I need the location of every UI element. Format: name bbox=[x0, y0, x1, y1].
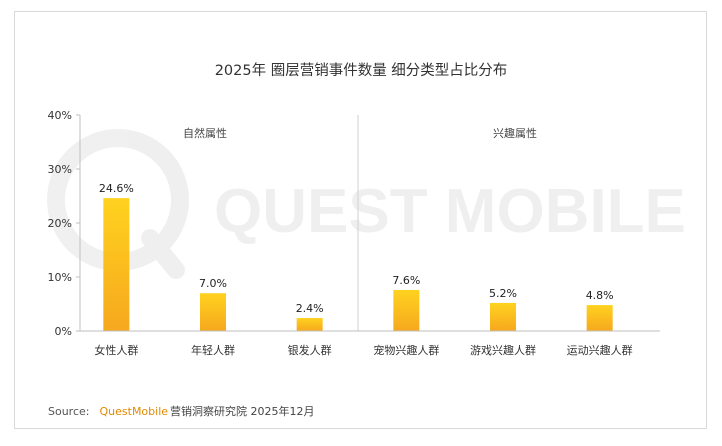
bar bbox=[586, 305, 613, 331]
bars: 24.6% 7.0% 2.4% 7.6% 5.2% 4.8% bbox=[99, 182, 614, 331]
category-label: 运动兴趣人群 bbox=[567, 343, 633, 357]
bar-value-label: 2.4% bbox=[296, 302, 324, 315]
category-label: 年轻人群 bbox=[191, 343, 235, 357]
group-label: 自然属性 bbox=[183, 126, 227, 140]
bar-value-label: 5.2% bbox=[489, 287, 517, 300]
source-note: Source: QuestMobile 营销洞察研究院 2025年12月 bbox=[48, 403, 315, 419]
chart-title: 2025年 圈层营销事件数量 细分类型占比分布 bbox=[215, 62, 508, 79]
y-axis: 0% 10% 20% 30% 40% bbox=[48, 109, 81, 338]
bar bbox=[490, 302, 516, 331]
bar-value-label: 24.6% bbox=[99, 182, 134, 195]
watermark-text: QUEST MOBILE bbox=[214, 177, 686, 246]
x-axis: 女性人群 年轻人群 银发人群 宠物兴趣人群 游戏兴趣人群 运动兴趣人群 bbox=[80, 330, 660, 357]
bar bbox=[200, 293, 226, 331]
chart-frame bbox=[14, 11, 707, 429]
category-label: 银发人群 bbox=[288, 343, 332, 357]
bar-value-label: 7.6% bbox=[392, 274, 420, 287]
category-label: 宠物兴趣人群 bbox=[373, 343, 439, 357]
bar bbox=[296, 318, 323, 331]
category-label: 游戏兴趣人群 bbox=[470, 343, 536, 357]
bar bbox=[103, 198, 130, 331]
category-groups: 自然属性 兴趣属性 bbox=[183, 115, 537, 331]
y-tick-label: 0% bbox=[55, 325, 72, 338]
y-tick-label: 30% bbox=[48, 163, 72, 176]
y-tick-label: 10% bbox=[48, 271, 72, 284]
source-prefix: Source: bbox=[48, 405, 90, 418]
bar-value-label: 4.8% bbox=[586, 289, 614, 302]
group-label: 兴趣属性 bbox=[493, 126, 537, 140]
category-label: 女性人群 bbox=[94, 343, 138, 357]
watermark: QUEST MOBILE bbox=[47, 129, 686, 279]
bar-value-label: 7.0% bbox=[199, 277, 227, 290]
y-tick-label: 20% bbox=[48, 217, 72, 230]
source-rest: 营销洞察研究院 2025年12月 bbox=[170, 405, 315, 418]
bar bbox=[393, 289, 420, 331]
y-tick-label: 40% bbox=[48, 109, 72, 122]
source-brand: QuestMobile bbox=[99, 405, 169, 418]
